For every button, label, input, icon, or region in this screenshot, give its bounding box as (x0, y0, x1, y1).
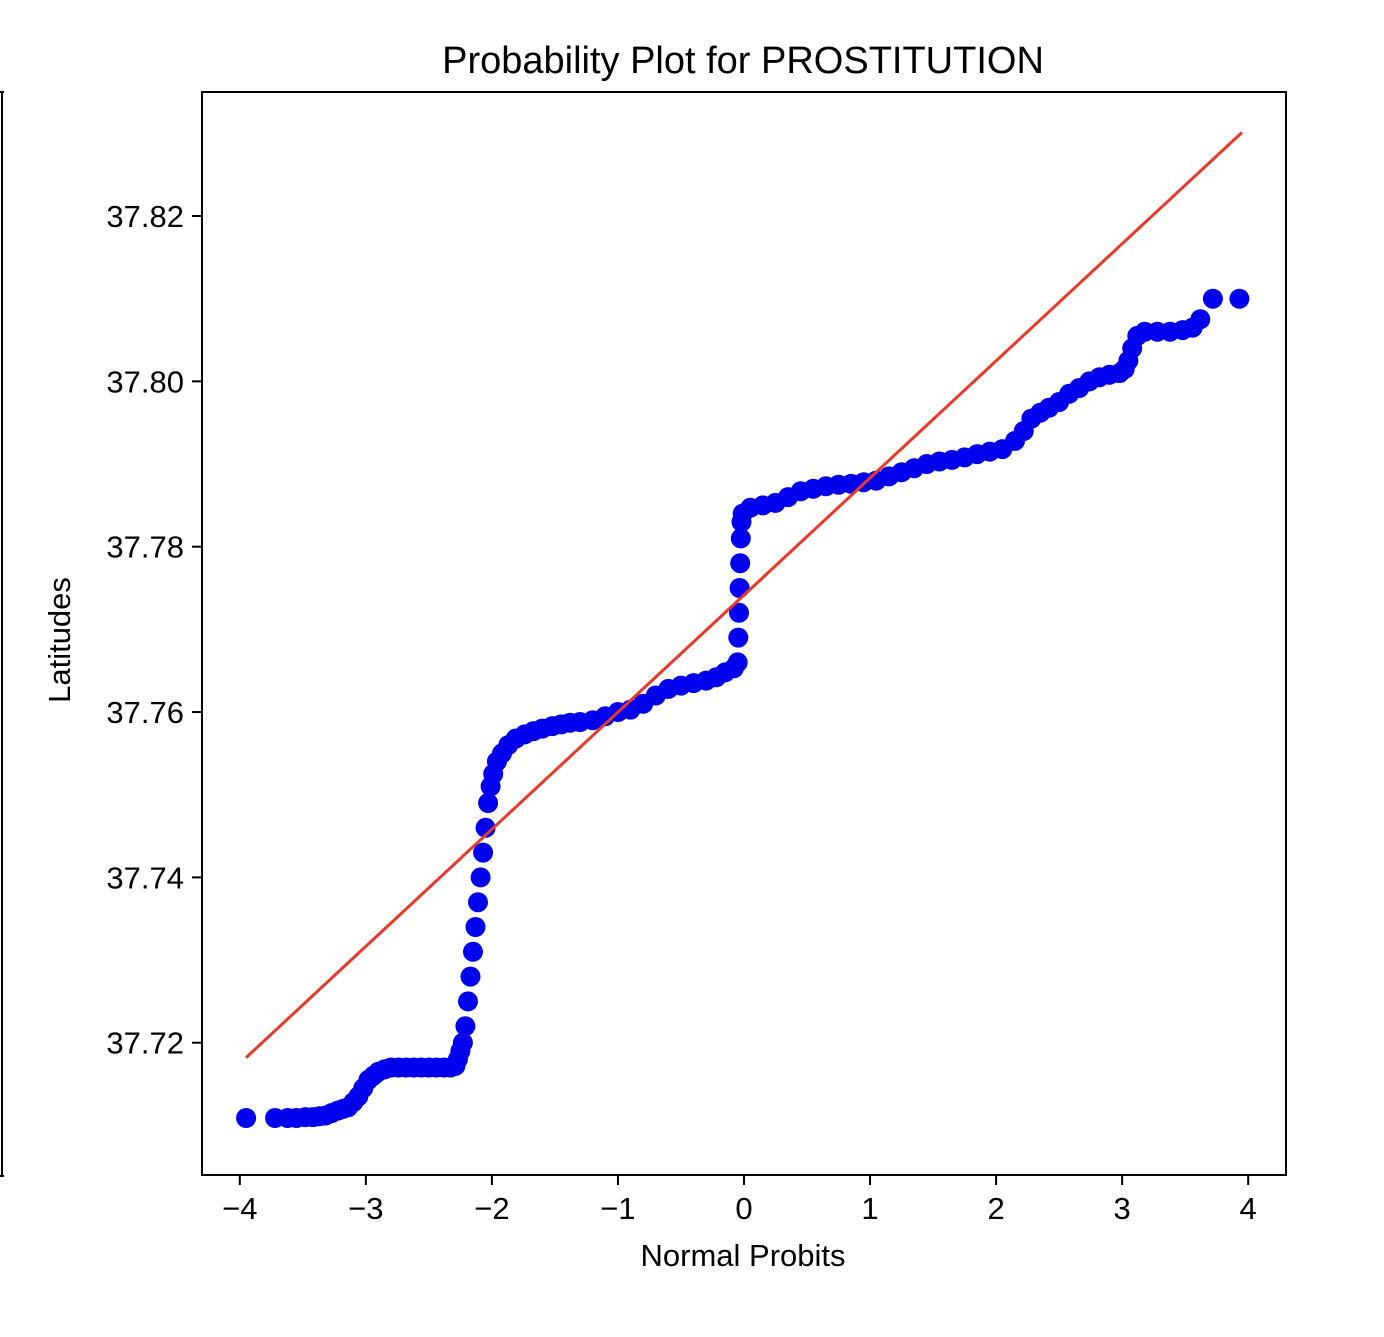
y-axis-label: Latitudes (42, 577, 77, 703)
probit-point (475, 817, 496, 838)
probit-point (729, 578, 750, 598)
x-axis-label: Normal Probits (641, 1238, 846, 1273)
probit-point (728, 627, 749, 648)
y-axis-ticks: 37.72 37.74 37.76 37.78 37.80 37.82 (106, 199, 202, 1061)
probit-point (236, 1108, 257, 1128)
probit-point (452, 1032, 473, 1053)
reference-fit-line (245, 131, 1243, 1059)
x-axis-ticks: −4 −3 −2 −1 0 1 2 3 4 (222, 1175, 1257, 1226)
probit-point (730, 528, 751, 549)
plot-area (236, 131, 1250, 1128)
y-tick-label: 37.80 (106, 364, 184, 399)
x-tick-label: 2 (987, 1191, 1004, 1226)
probit-point (455, 1016, 476, 1037)
probit-point (468, 892, 488, 913)
y-tick-label: 37.72 (106, 1026, 184, 1061)
probit-point (473, 842, 494, 863)
probit-point (460, 966, 481, 987)
probit-point (729, 602, 749, 623)
probit-point (1190, 309, 1211, 330)
probit-point (463, 941, 483, 962)
probit-point (727, 652, 748, 673)
probit-point (1229, 288, 1250, 309)
x-tick-label: 0 (735, 1191, 752, 1226)
x-tick-label: 3 (1114, 1191, 1131, 1226)
probit-point (730, 553, 751, 574)
x-tick-label: 1 (861, 1191, 878, 1226)
probit-point (470, 867, 491, 888)
x-tick-label: −2 (474, 1191, 509, 1226)
x-tick-label: 4 (1240, 1191, 1257, 1226)
y-tick-label: 37.82 (106, 199, 184, 234)
x-tick-label: −1 (600, 1191, 635, 1226)
x-tick-label: −4 (222, 1191, 257, 1226)
x-tick-label: −3 (348, 1191, 383, 1226)
probit-point (458, 991, 478, 1012)
probit-point (478, 793, 499, 813)
y-tick-label: 37.76 (106, 695, 184, 730)
probit-point (1202, 288, 1223, 309)
chart-title: Probability Plot for PROSTITUTION (442, 40, 1044, 82)
y-tick-label: 37.74 (106, 860, 184, 895)
y-tick-label: 37.78 (106, 530, 184, 565)
probit-point (465, 917, 486, 937)
